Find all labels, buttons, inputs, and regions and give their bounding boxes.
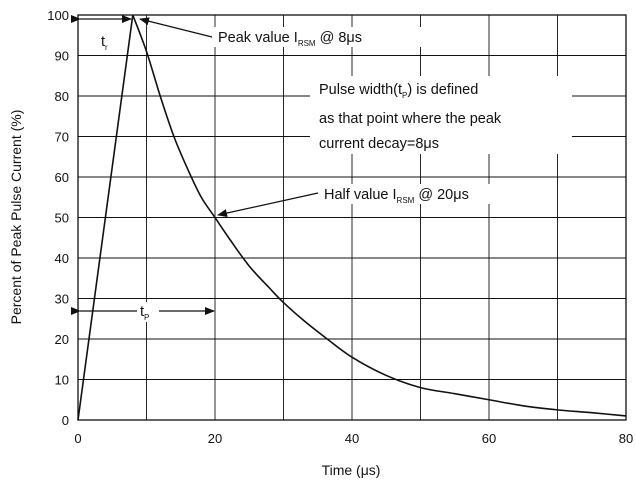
peak-label: Peak value IRSM @ 8μs — [218, 30, 362, 48]
peak-label-bg — [214, 27, 426, 47]
y-tick-label: 40 — [55, 251, 69, 266]
x-tick-label: 80 — [619, 431, 633, 446]
half-label: Half value IRSM @ 20μs — [324, 187, 469, 205]
pulse-width-line-1: Pulse width(tP) is defined — [319, 82, 478, 100]
y-tick-label: 60 — [55, 170, 69, 185]
y-tick-label: 90 — [55, 49, 69, 64]
half-label-bg — [320, 184, 540, 204]
y-tick-label: 70 — [55, 130, 69, 145]
x-tick-label: 40 — [345, 431, 359, 446]
y-tick-label: 100 — [47, 8, 69, 23]
peak-leader-arrow — [139, 17, 213, 38]
y-tick-label: 80 — [55, 89, 69, 104]
x-tick-label: 60 — [482, 431, 496, 446]
x-axis-title: Time (μs) — [322, 462, 381, 478]
y-tick-label: 0 — [62, 413, 69, 428]
pulse-width-line-3: current decay=8μs — [319, 136, 439, 152]
half-leader-arrow — [217, 192, 319, 217]
tp-label-bg — [137, 302, 159, 322]
grid-lines — [78, 15, 626, 420]
plot-frame — [77, 14, 627, 421]
x-tick-label: 20 — [208, 431, 222, 446]
x-tick-label: 0 — [74, 431, 81, 446]
y-axis-title: Percent of Peak Pulse Current (%) — [8, 110, 24, 325]
tr-label: tr — [101, 34, 108, 52]
y-tick-label: 30 — [55, 292, 69, 307]
x-tick-labels: 0 20 40 60 80 — [74, 431, 633, 446]
pulse-width-note-bg — [310, 76, 572, 154]
y-tick-labels: 0 10 20 30 40 50 60 70 80 90 100 — [47, 8, 69, 428]
pulse-current-curve — [77, 14, 627, 421]
y-tick-label: 50 — [55, 211, 69, 226]
y-tick-label: 20 — [55, 332, 69, 347]
pulse-width-line-2: as that point where the peak — [319, 111, 502, 127]
tp-label: tP — [140, 304, 149, 322]
y-tick-label: 10 — [55, 373, 69, 388]
